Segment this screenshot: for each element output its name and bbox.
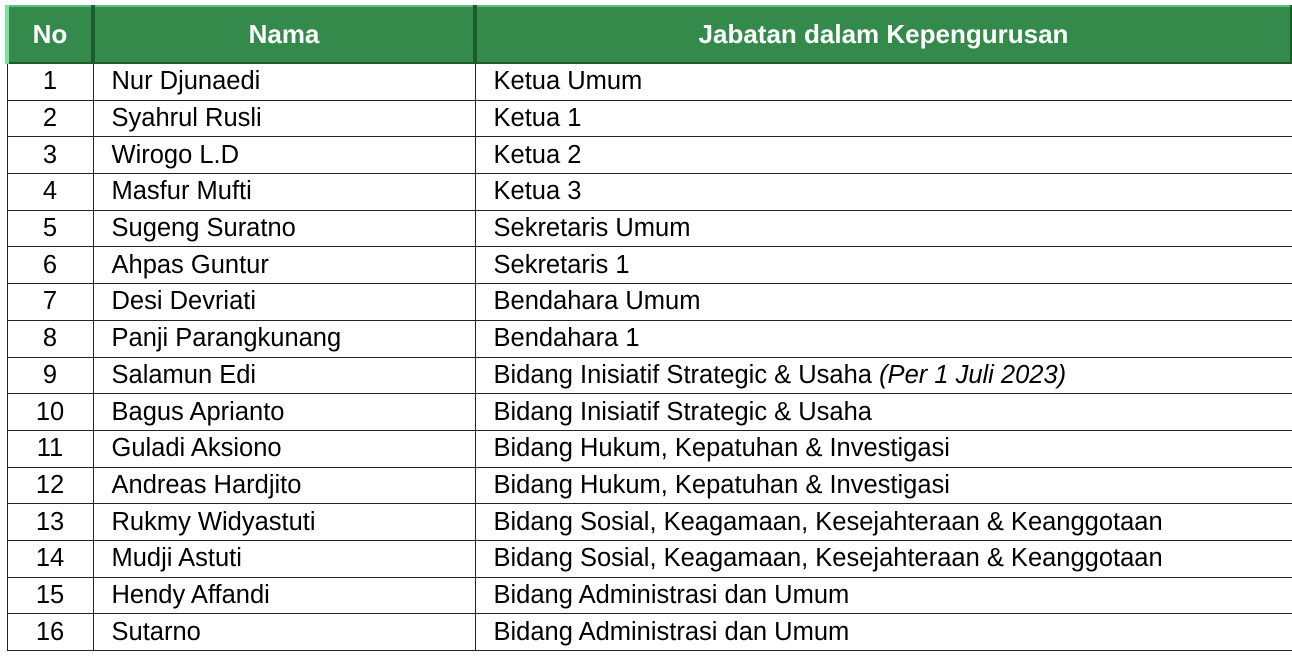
jabatan-text: Bidang Inisiatif Strategic & Usaha <box>493 397 872 426</box>
jabatan-text: Bidang Inisiatif Strategic & Usaha <box>493 360 872 389</box>
cell-no: 9 <box>6 356 94 395</box>
cell-no: 2 <box>6 99 94 138</box>
header-nama: Nama <box>91 5 477 64</box>
table-row: 3 Wirogo L.D Ketua 2 <box>6 136 1292 175</box>
table-row: 10 Bagus Aprianto Bidang Inisiatif Strateg… <box>6 393 1292 431</box>
cell-nama: Ahpas Guntur <box>92 246 476 285</box>
cell-jabatan: Bidang Hukum, Kepatuhan & Investigasi <box>474 429 1292 468</box>
jabatan-text: Bendahara Umum <box>493 287 701 316</box>
table-row: 11 Guladi Aksiono Bidang Hukum, Kepatuhan … <box>6 429 1292 468</box>
jabatan-text: Bidang Sosial, Keagamaan, Kesejahteraan … <box>493 544 1163 573</box>
cell-no: 1 <box>6 62 94 101</box>
jabatan-text: Sekretaris Umum <box>493 214 691 243</box>
cell-no: 12 <box>6 466 94 505</box>
jabatan-text: Bidang Sosial, Keagamaan, Kesejahteraan … <box>493 507 1163 536</box>
cell-no: 15 <box>6 576 94 615</box>
cell-jabatan: Ketua 1 <box>474 99 1292 138</box>
cell-no: 11 <box>6 429 94 468</box>
header-jabatan: Jabatan dalam Kepengurusan <box>473 5 1292 64</box>
jabatan-text: Bidang Hukum, Kepatuhan & Investigasi <box>493 434 950 463</box>
cell-jabatan: Sekretaris Umum <box>474 209 1292 248</box>
cell-nama: Mudji Astuti <box>92 539 476 578</box>
jabatan-text: Bendahara 1 <box>493 324 640 353</box>
cell-jabatan: Bidang Administrasi dan Umum <box>474 613 1292 651</box>
cell-no: 4 <box>6 173 94 211</box>
cell-nama: Sugeng Suratno <box>92 209 476 248</box>
cell-nama: Rukmy Widyastuti <box>92 503 476 541</box>
table-row: 8 Panji Parangkunang Bendahara 1 <box>6 319 1292 358</box>
board-members-table: No Nama Jabatan dalam Kepengurusan 1 Nur … <box>5 5 1292 651</box>
cell-no: 10 <box>6 393 94 431</box>
jabatan-text: Bidang Administrasi dan Umum <box>493 617 850 646</box>
cell-jabatan: Bidang Hukum, Kepatuhan & Investigasi <box>474 466 1292 505</box>
cell-jabatan: Ketua 3 <box>474 173 1292 211</box>
cell-nama: Sutarno <box>92 613 476 651</box>
cell-no: 14 <box>6 539 94 578</box>
cell-nama: Wirogo L.D <box>92 136 476 175</box>
jabatan-text: Sekretaris 1 <box>493 250 630 279</box>
jabatan-note: (Per 1 Juli 2023) <box>879 360 1067 389</box>
table-row: 6 Ahpas Guntur Sekretaris 1 <box>6 246 1292 285</box>
cell-jabatan: Ketua Umum <box>474 62 1292 101</box>
header-row: No Nama Jabatan dalam Kepengurusan <box>5 5 1292 64</box>
cell-nama: Salamun Edi <box>92 356 476 395</box>
table-row: 2 Syahrul Rusli Ketua 1 <box>6 99 1292 138</box>
cell-jabatan: Ketua 2 <box>474 136 1292 175</box>
cell-no: 8 <box>6 319 94 358</box>
table-row: 16 Sutarno Bidang Administrasi dan Umum <box>6 613 1292 651</box>
cell-jabatan: Bidang Sosial, Keagamaan, Kesejahteraan … <box>474 539 1292 578</box>
table-row: 13 Rukmy Widyastuti Bidang Sosial, Keagama… <box>6 503 1292 541</box>
cell-nama: Syahrul Rusli <box>92 99 476 138</box>
cell-nama: Desi Devriati <box>92 283 476 321</box>
cell-no: 3 <box>6 136 94 175</box>
jabatan-text: Ketua 1 <box>493 104 582 133</box>
cell-nama: Andreas Hardjito <box>92 466 476 505</box>
cell-no: 16 <box>6 613 94 651</box>
table-row: 5 Sugeng Suratno Sekretaris Umum <box>6 209 1292 248</box>
table-row: 9 Salamun Edi Bidang Inisiatif Strategic &… <box>6 356 1292 395</box>
cell-nama: Guladi Aksiono <box>92 429 476 468</box>
jabatan-text: Bidang Hukum, Kepatuhan & Investigasi <box>493 470 950 499</box>
jabatan-text: Bidang Administrasi dan Umum <box>493 580 850 609</box>
table-row: 7 Desi Devriati Bendahara Umum <box>6 283 1292 321</box>
cell-jabatan: Bendahara 1 <box>474 319 1292 358</box>
cell-jabatan: Bidang Administrasi dan Umum <box>474 576 1292 615</box>
cell-nama: Nur Djunaedi <box>92 62 476 101</box>
table-row: 1 Nur Djunaedi Ketua Umum <box>6 62 1292 101</box>
cell-jabatan: Bidang Inisiatif Strategic & Usaha (Per … <box>474 356 1292 395</box>
cell-nama: Hendy Affandi <box>92 576 476 615</box>
cell-jabatan: Bidang Sosial, Keagamaan, Kesejahteraan … <box>474 503 1292 541</box>
jabatan-text: Ketua 2 <box>493 140 582 169</box>
table-row: 4 Masfur Mufti Ketua 3 <box>6 173 1292 211</box>
cell-no: 7 <box>6 283 94 321</box>
cell-no: 13 <box>6 503 94 541</box>
table-row: 12 Andreas Hardjito Bidang Hukum, Kepatuha… <box>6 466 1292 505</box>
cell-jabatan: Sekretaris 1 <box>474 246 1292 285</box>
cell-jabatan: Bidang Inisiatif Strategic & Usaha <box>474 393 1292 431</box>
table-row: 14 Mudji Astuti Bidang Sosial, Keagamaan, … <box>6 539 1292 578</box>
cell-no: 5 <box>6 209 94 248</box>
cell-nama: Bagus Aprianto <box>92 393 476 431</box>
jabatan-text: Ketua Umum <box>493 67 643 96</box>
cell-nama: Masfur Mufti <box>92 173 476 211</box>
table-row: 15 Hendy Affandi Bidang Administrasi dan U… <box>6 576 1292 615</box>
cell-no: 6 <box>6 246 94 285</box>
jabatan-text: Ketua 3 <box>493 177 582 206</box>
cell-jabatan: Bendahara Umum <box>474 283 1292 321</box>
header-no: No <box>5 5 95 64</box>
cell-nama: Panji Parangkunang <box>92 319 476 358</box>
